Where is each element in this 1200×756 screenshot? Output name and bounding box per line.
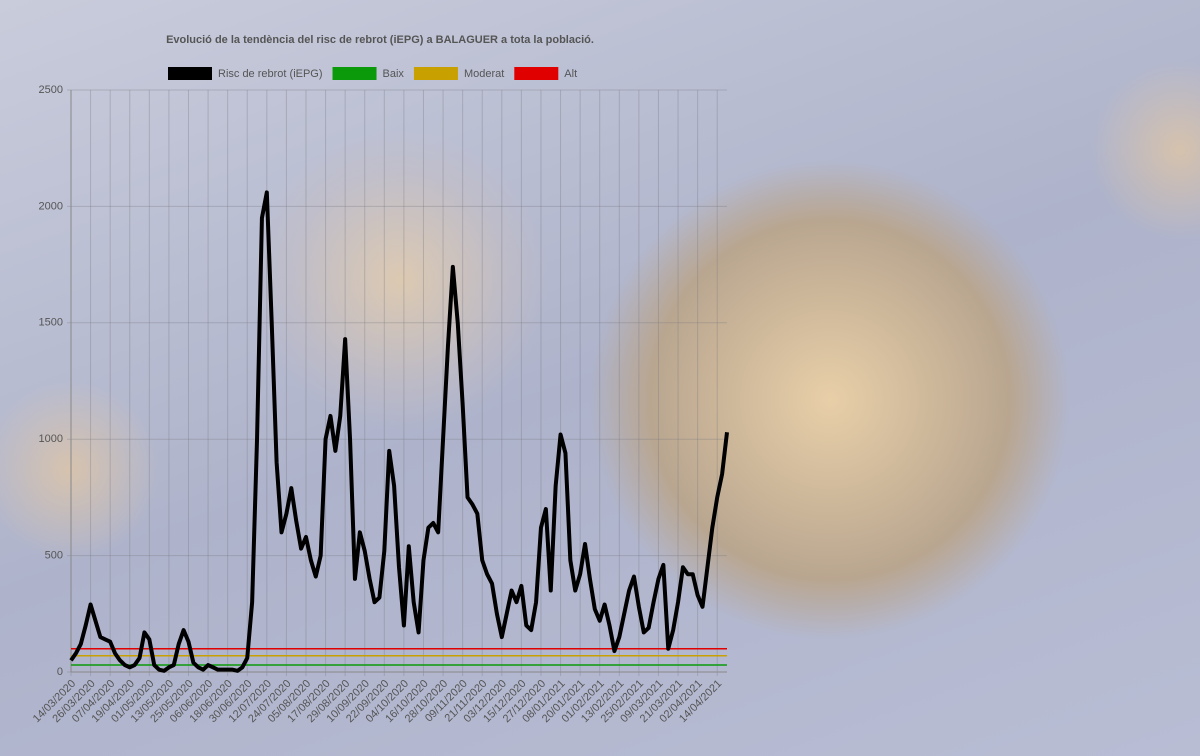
legend-swatch [332, 67, 377, 80]
legend-label: Risc de rebrot (iEPG) [218, 68, 323, 80]
y-tick-label: 500 [45, 550, 63, 562]
y-tick-label: 2000 [39, 200, 63, 212]
y-tick-label: 1500 [39, 317, 63, 329]
y-tick-label: 1000 [39, 433, 63, 445]
series-line [69, 190, 729, 673]
legend-swatch [413, 67, 458, 80]
legend-label: Alt [564, 68, 577, 80]
chart-title: Evolució de la tendència del risc de reb… [166, 34, 594, 46]
legend-swatch [168, 67, 212, 80]
legend-label: Moderat [464, 68, 504, 80]
legend-label: Baix [383, 68, 405, 80]
y-tick-label: 0 [57, 666, 63, 678]
y-tick-label: 2500 [39, 84, 63, 96]
legend-swatch [514, 67, 559, 80]
